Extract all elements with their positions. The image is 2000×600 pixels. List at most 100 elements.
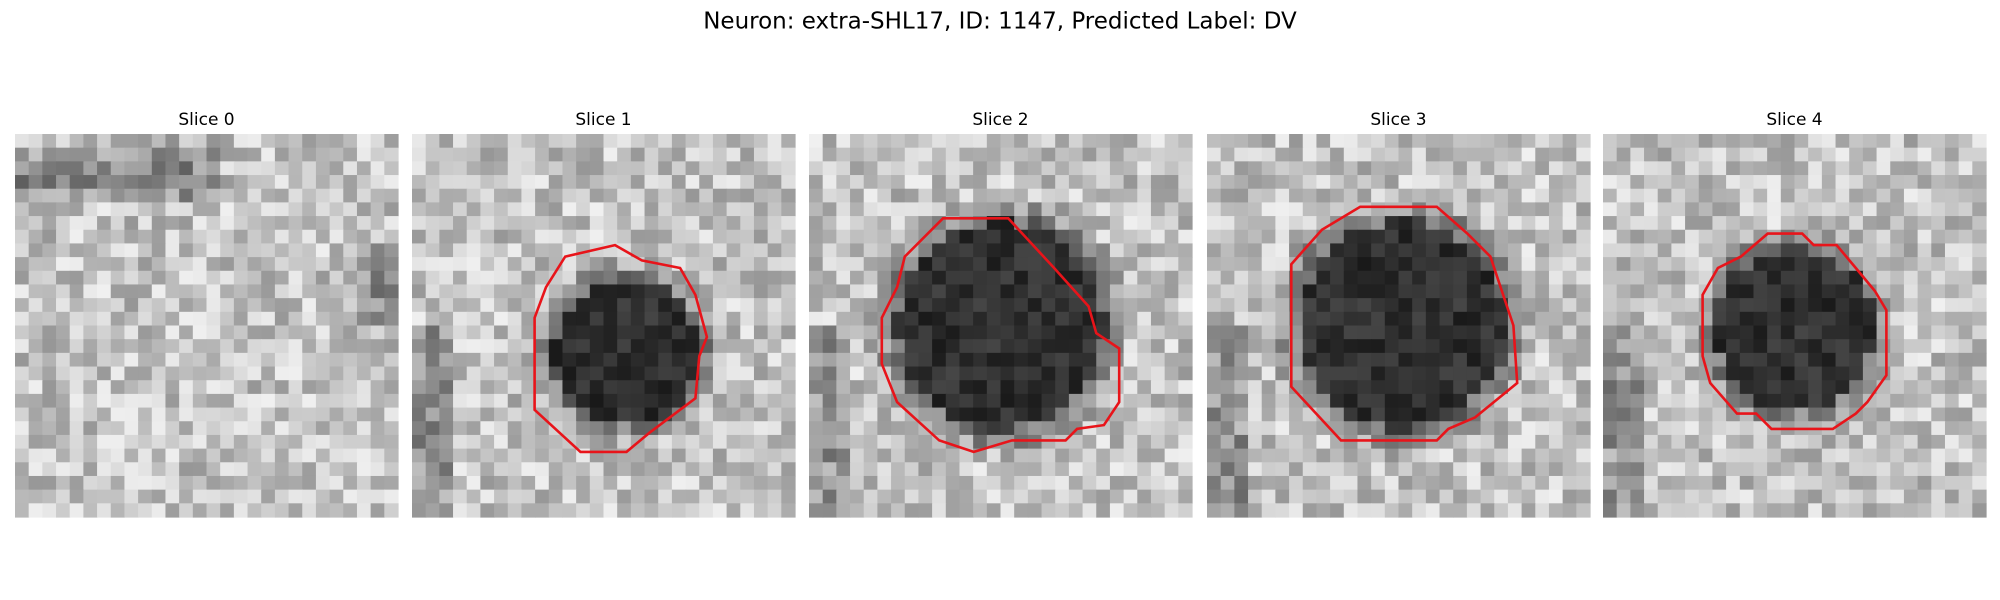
pixel — [1261, 434, 1276, 450]
pixel — [1055, 243, 1070, 258]
pixel — [329, 216, 344, 231]
pixel — [603, 352, 618, 368]
pixel — [480, 462, 495, 477]
pixel — [1958, 475, 1973, 491]
pixel — [1753, 407, 1768, 422]
pixel — [1535, 202, 1550, 217]
pixel — [494, 448, 509, 463]
pixel — [1234, 243, 1249, 258]
pixel — [1780, 161, 1796, 176]
pixel — [904, 229, 920, 245]
pixel — [494, 352, 509, 368]
pixel — [1261, 448, 1276, 463]
pixel — [1958, 257, 1973, 272]
pixel — [425, 475, 440, 491]
pixel — [1398, 161, 1413, 176]
pixel — [97, 393, 112, 409]
pixel — [1178, 134, 1193, 149]
pixel — [891, 216, 906, 231]
pixel — [151, 503, 167, 518]
pixel — [959, 325, 974, 340]
pixel — [1821, 475, 1837, 491]
pixel — [1644, 325, 1659, 340]
pixel — [124, 352, 139, 368]
pixel — [1041, 352, 1056, 368]
pixel — [809, 188, 824, 203]
pixel — [904, 448, 920, 463]
pixel — [1767, 352, 1782, 368]
pixel — [83, 475, 98, 491]
pixel — [548, 503, 564, 518]
pixel — [439, 134, 454, 149]
pixel — [617, 147, 632, 162]
pixel — [1862, 188, 1878, 203]
pixel — [822, 270, 837, 286]
pixel — [1371, 448, 1386, 463]
pixel — [1466, 270, 1482, 286]
pixel — [658, 216, 673, 231]
pixel — [1657, 311, 1672, 327]
pixel — [343, 366, 358, 381]
pixel — [1521, 462, 1536, 477]
pixel — [1014, 407, 1029, 422]
pixel — [1109, 393, 1125, 409]
pixel — [671, 257, 687, 272]
pixel — [439, 325, 454, 340]
pixel — [1767, 311, 1782, 327]
pixel — [1657, 462, 1672, 477]
pixel — [822, 298, 837, 313]
pixel — [1082, 270, 1097, 286]
pixel — [644, 462, 659, 477]
pixel — [1576, 243, 1591, 258]
pixel — [1068, 311, 1084, 327]
pixel — [165, 311, 180, 327]
pixel — [658, 393, 673, 409]
pixel — [1014, 298, 1029, 313]
pixel — [1248, 475, 1263, 491]
pixel — [1137, 475, 1152, 491]
pixel — [1944, 284, 1960, 299]
pixel — [699, 475, 714, 491]
pixel — [1357, 503, 1372, 518]
pixel — [685, 421, 700, 436]
pixel — [1425, 380, 1441, 395]
pixel — [932, 311, 947, 327]
pixel — [1562, 134, 1577, 149]
pixel — [179, 175, 194, 190]
pixel — [384, 134, 399, 149]
pixel — [247, 161, 262, 176]
pixel — [1248, 202, 1263, 217]
pixel — [233, 503, 249, 518]
pixel — [1137, 257, 1152, 272]
pixel — [1698, 175, 1714, 190]
pixel — [1944, 134, 1960, 149]
pixel — [288, 175, 303, 190]
pixel — [1862, 202, 1878, 217]
pixel — [1466, 298, 1482, 313]
pixel — [1917, 257, 1932, 272]
pixel — [329, 448, 344, 463]
pixel — [1261, 216, 1276, 231]
pixel — [726, 393, 741, 409]
pixel — [1453, 393, 1468, 409]
pixel — [1535, 147, 1550, 162]
pixel — [1903, 147, 1919, 162]
pixel — [110, 202, 126, 217]
pixel — [1616, 475, 1631, 491]
pixel — [329, 270, 344, 286]
pixel — [1616, 366, 1631, 381]
pixel — [439, 270, 454, 286]
pixel — [124, 489, 139, 504]
pixel — [384, 352, 399, 368]
pixel — [206, 134, 221, 149]
pixel — [302, 188, 317, 203]
pixel — [1739, 134, 1755, 149]
pixel — [1494, 216, 1509, 231]
pixel — [562, 229, 577, 245]
pixel — [1862, 462, 1878, 477]
pixel — [1903, 243, 1919, 258]
pixel — [603, 421, 618, 436]
pixel — [1562, 339, 1577, 354]
pixel — [712, 393, 728, 409]
pixel — [1739, 175, 1755, 190]
